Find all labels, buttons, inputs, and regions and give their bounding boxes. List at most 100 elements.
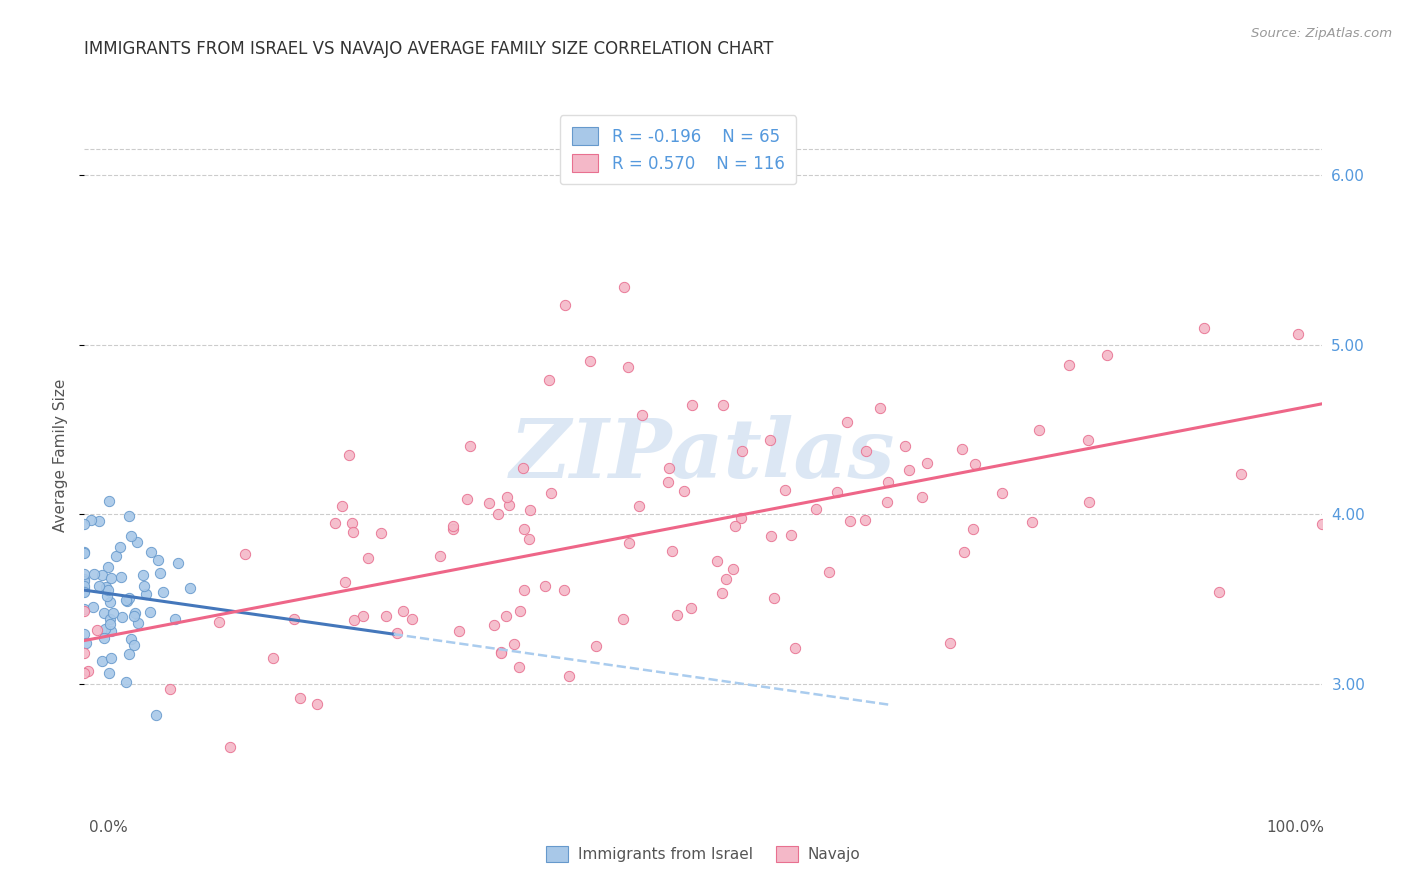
Point bbox=[1077, 433, 1099, 447]
Point bbox=[179, 581, 201, 595]
Point bbox=[855, 444, 877, 458]
Point bbox=[869, 401, 891, 415]
Point bbox=[628, 499, 651, 513]
Point bbox=[208, 615, 231, 630]
Point bbox=[711, 398, 734, 412]
Point bbox=[441, 518, 464, 533]
Point bbox=[763, 591, 786, 605]
Point bbox=[73, 646, 96, 660]
Point bbox=[876, 495, 898, 509]
Point bbox=[340, 516, 363, 530]
Point bbox=[79, 514, 101, 528]
Text: Source: ZipAtlas.com: Source: ZipAtlas.com bbox=[1251, 27, 1392, 40]
Point bbox=[658, 460, 681, 475]
Point bbox=[429, 549, 451, 564]
Point bbox=[665, 607, 688, 622]
Point bbox=[1077, 494, 1099, 508]
Point bbox=[343, 614, 366, 628]
Point bbox=[146, 553, 169, 567]
Point bbox=[391, 604, 413, 618]
Point bbox=[773, 483, 796, 497]
Point bbox=[159, 682, 181, 697]
Point bbox=[503, 637, 526, 651]
Point bbox=[579, 353, 602, 368]
Point bbox=[714, 572, 737, 586]
Point bbox=[91, 654, 114, 668]
Point bbox=[323, 516, 346, 530]
Point bbox=[111, 609, 134, 624]
Point bbox=[853, 512, 876, 526]
Point bbox=[534, 579, 557, 593]
Point bbox=[165, 612, 187, 626]
Point bbox=[122, 608, 145, 623]
Point bbox=[724, 519, 747, 533]
Point bbox=[120, 632, 142, 646]
Point bbox=[73, 627, 96, 641]
Point bbox=[342, 525, 364, 540]
Point bbox=[100, 651, 122, 665]
Point bbox=[818, 566, 841, 580]
Point bbox=[877, 475, 900, 490]
Point bbox=[1286, 327, 1309, 342]
Point bbox=[711, 586, 734, 600]
Point bbox=[558, 669, 581, 683]
Point bbox=[612, 612, 634, 626]
Y-axis label: Average Family Size: Average Family Size bbox=[53, 378, 69, 532]
Point bbox=[917, 456, 939, 470]
Point bbox=[167, 556, 190, 570]
Point bbox=[441, 522, 464, 536]
Point bbox=[498, 499, 520, 513]
Point bbox=[759, 528, 782, 542]
Point bbox=[731, 444, 754, 458]
Point bbox=[356, 550, 378, 565]
Legend: Immigrants from Israel, Navajo: Immigrants from Israel, Navajo bbox=[540, 840, 866, 868]
Point bbox=[127, 615, 149, 630]
Point bbox=[1192, 321, 1215, 335]
Legend: R = -0.196    N = 65, R = 0.570    N = 116: R = -0.196 N = 65, R = 0.570 N = 116 bbox=[560, 115, 796, 185]
Point bbox=[1310, 516, 1333, 531]
Point bbox=[898, 463, 921, 477]
Point bbox=[706, 554, 728, 568]
Point bbox=[132, 567, 155, 582]
Point bbox=[100, 624, 122, 638]
Point bbox=[132, 579, 155, 593]
Point bbox=[120, 529, 142, 543]
Point bbox=[89, 579, 111, 593]
Point bbox=[965, 457, 987, 471]
Point bbox=[73, 567, 96, 582]
Point bbox=[673, 484, 696, 499]
Point bbox=[118, 508, 141, 523]
Point bbox=[519, 503, 541, 517]
Point bbox=[538, 373, 561, 387]
Point bbox=[83, 566, 105, 581]
Point bbox=[486, 507, 509, 521]
Point bbox=[1059, 358, 1081, 372]
Point bbox=[139, 606, 162, 620]
Point bbox=[75, 636, 97, 650]
Point bbox=[97, 560, 120, 574]
Point bbox=[73, 544, 96, 558]
Point bbox=[447, 624, 470, 638]
Point bbox=[387, 626, 409, 640]
Point bbox=[723, 562, 745, 576]
Text: ZIPatlas: ZIPatlas bbox=[510, 415, 896, 495]
Point bbox=[617, 360, 640, 375]
Point bbox=[262, 651, 284, 665]
Point bbox=[101, 607, 124, 621]
Point bbox=[114, 592, 136, 607]
Text: 100.0%: 100.0% bbox=[1267, 821, 1324, 835]
Point bbox=[512, 582, 534, 597]
Point bbox=[837, 415, 859, 429]
Point bbox=[911, 490, 934, 504]
Point bbox=[104, 549, 127, 563]
Point bbox=[512, 461, 534, 475]
Point bbox=[509, 604, 531, 618]
Point bbox=[804, 501, 827, 516]
Point bbox=[96, 589, 118, 603]
Point bbox=[330, 500, 353, 514]
Point bbox=[73, 585, 96, 599]
Point bbox=[73, 602, 96, 616]
Point bbox=[73, 572, 96, 586]
Point bbox=[93, 606, 115, 620]
Point bbox=[98, 494, 121, 508]
